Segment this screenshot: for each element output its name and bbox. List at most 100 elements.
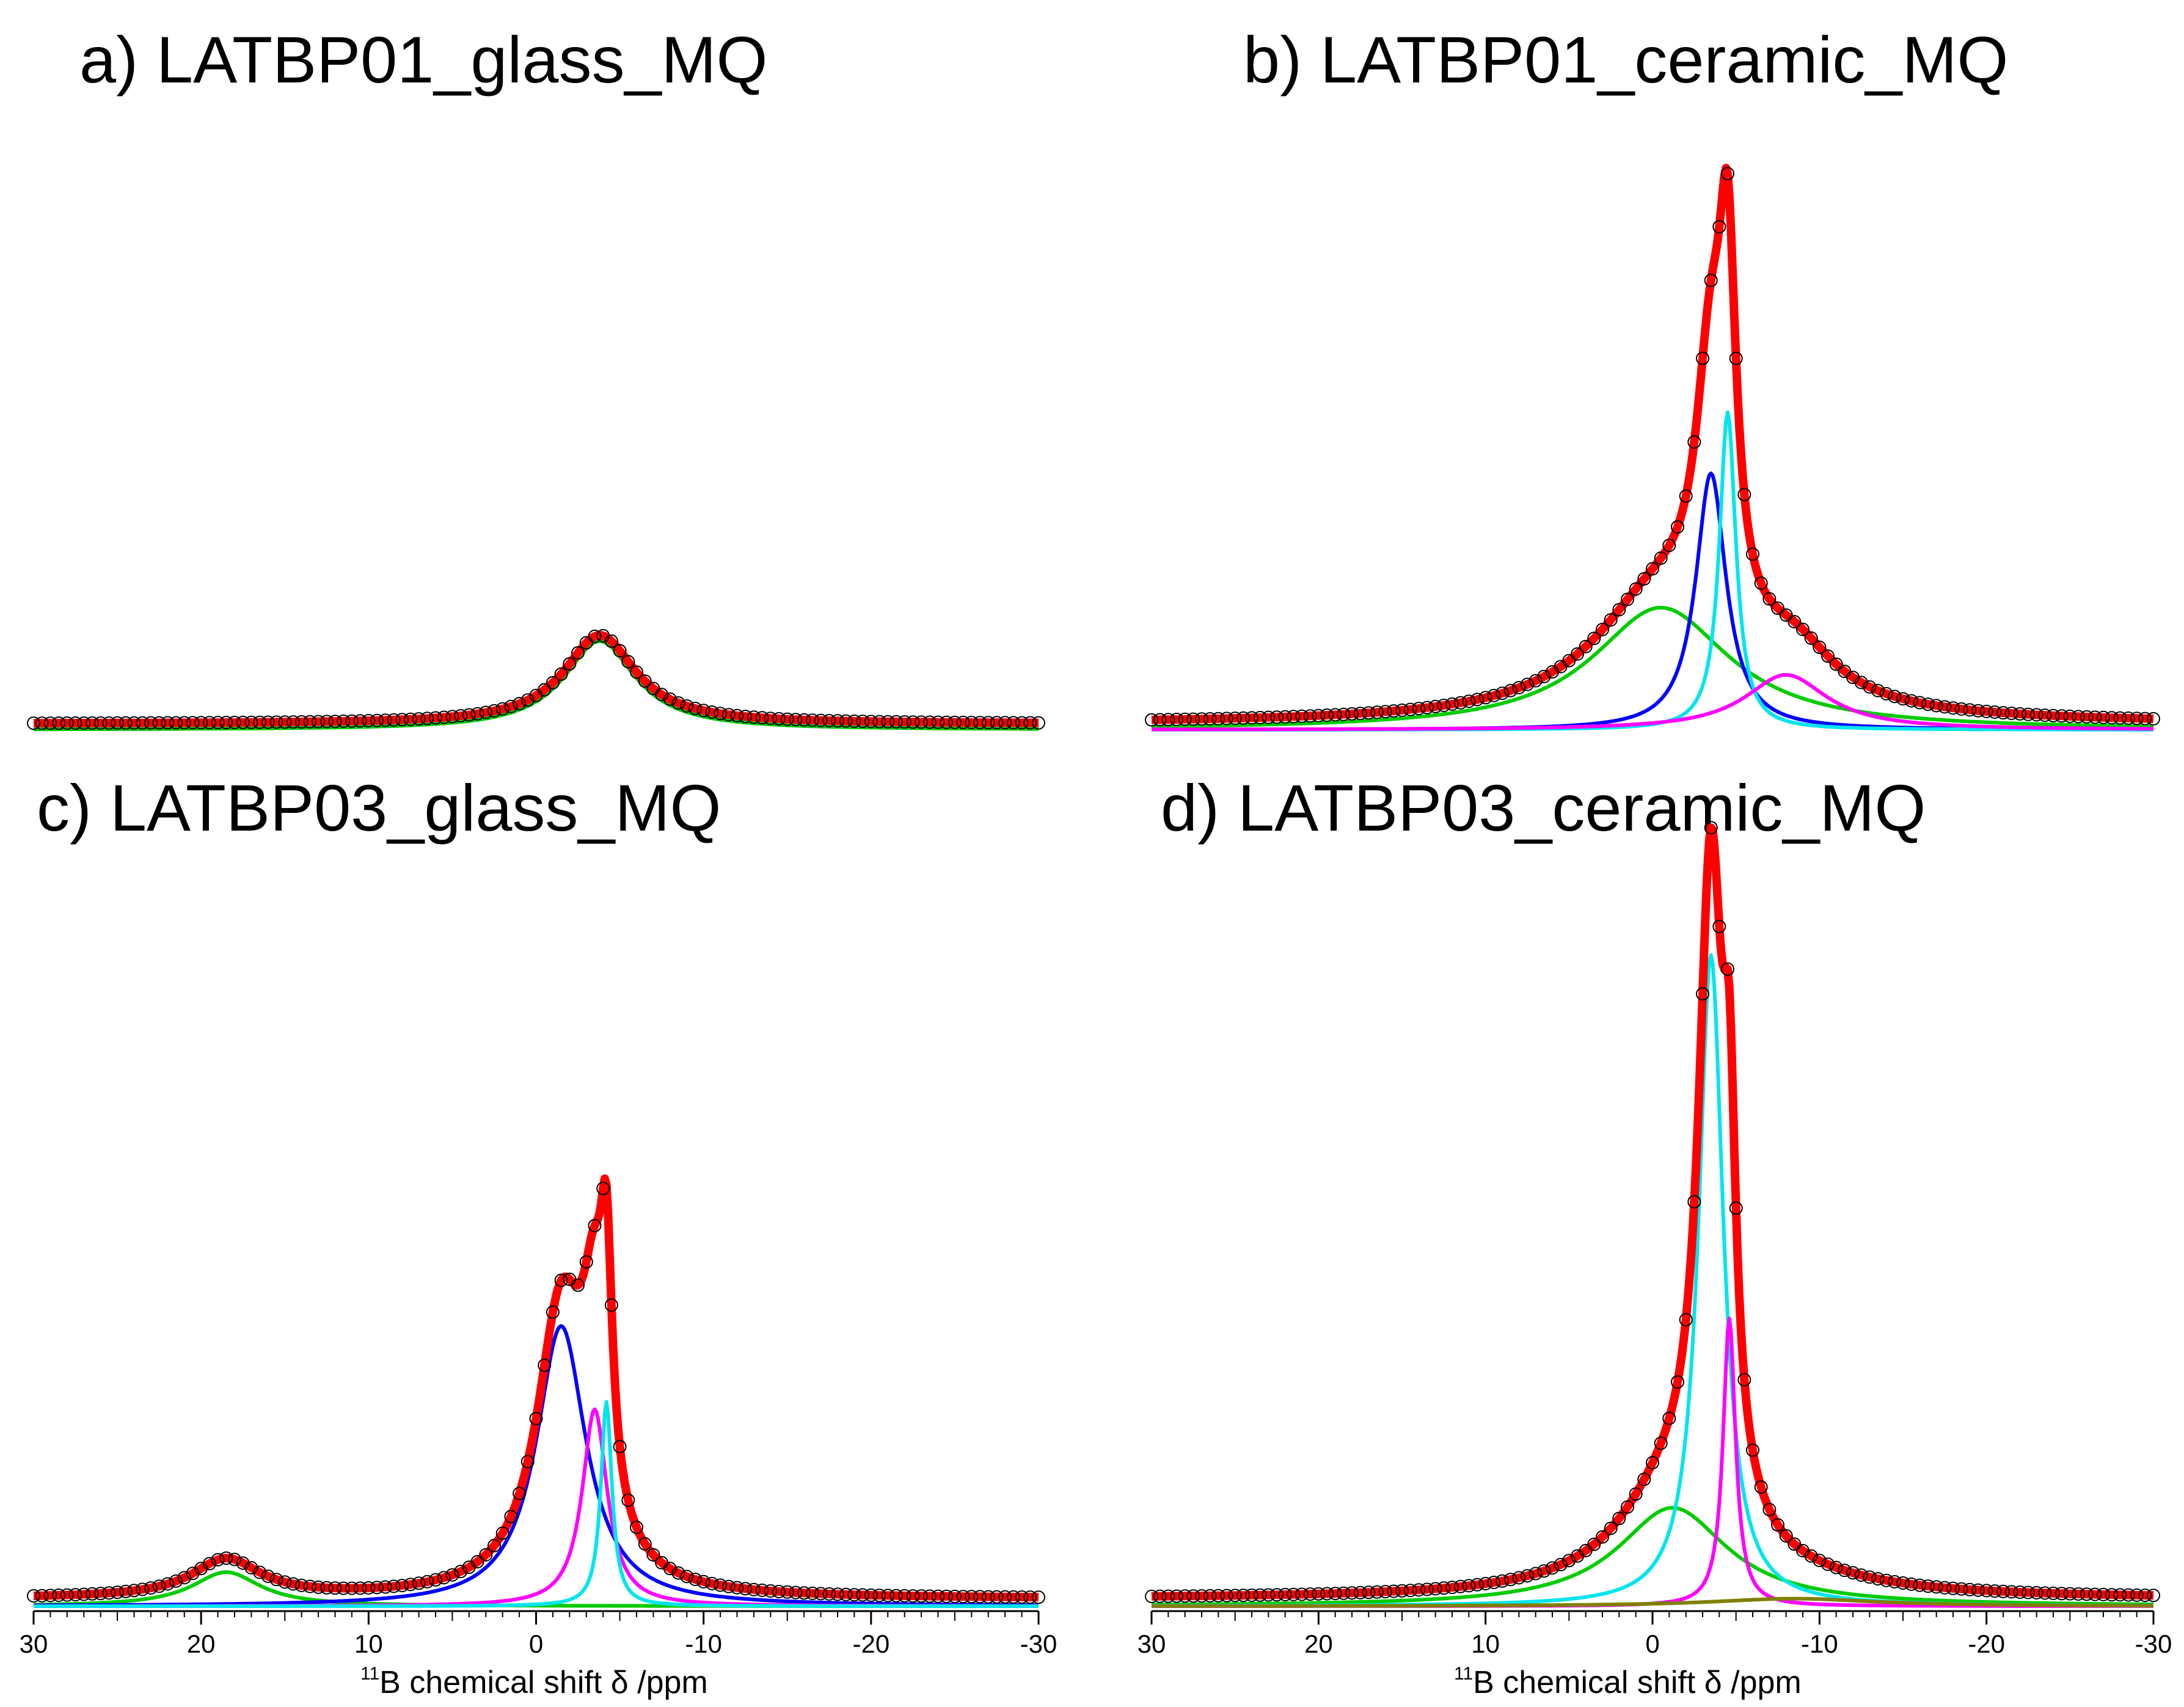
experimental-point [479,1548,493,1562]
experimental-point [872,715,886,729]
experimental-point [1161,1589,1175,1603]
experimental-point [202,1557,216,1571]
panel-a: a) LATBP01_glass_MQ [27,23,1045,732]
experimental-point [362,714,376,727]
experimental-point [2004,707,2018,720]
experimental-point [362,1581,376,1595]
experimental-point [1996,706,2010,720]
experimental-point [93,716,108,730]
experimental-point [797,713,811,727]
experimental-point [320,1581,334,1595]
experimental-point [387,713,401,727]
experimental-point [1612,603,1626,617]
experimental-point [244,1561,258,1574]
x-tick-label: -30 [2135,1629,2172,1658]
experimental-point [864,1588,878,1602]
experimental-point [312,715,326,729]
experimental-point [2021,707,2035,721]
experimental-point [1295,709,1309,723]
experimental-point [981,716,995,730]
experimental-point [2147,1589,2160,1603]
experimental-point [965,1590,979,1604]
experimental-point [1203,1589,1217,1603]
experimental-point [1178,1589,1192,1603]
experimental-point [906,715,920,729]
experimental-point [1662,1411,1676,1425]
experimental-point [1746,547,1759,561]
panel-d-title: d) LATBP03_ceramic_MQ [1161,771,1926,845]
experimental-point [1687,1195,1701,1209]
experimental-point [571,646,585,660]
experimental-point [1888,690,1902,704]
x-tick-label: 0 [529,1629,543,1658]
experimental-point [931,1589,945,1603]
experimental-point [1395,703,1409,717]
experimental-point [990,716,1004,730]
experimental-point [1528,1567,1543,1581]
experimental-point [2130,712,2144,726]
experimental-point [1470,1578,1484,1592]
x-tick-label: 30 [20,1629,48,1658]
experimental-point [571,1278,585,1292]
experimental-point [546,675,560,690]
experimental-point [479,705,493,719]
experimental-point [504,1510,518,1524]
experimental-point [1320,708,1334,722]
experimental-point [68,716,82,730]
experimental-point [127,1584,141,1598]
experimental-point [1220,1589,1233,1603]
experimental-point [1153,1589,1167,1603]
experimental-point [1687,435,1701,449]
experimental-point [1554,1557,1568,1571]
experimental-point [194,1562,208,1576]
experimental-point [671,1566,685,1580]
experimental-point [705,1576,719,1590]
experimental-point [805,1586,819,1600]
experimental-point [856,715,870,729]
experimental-point [772,712,786,726]
panel-c-experimental-points [27,1182,1045,1604]
experimental-point [370,713,384,727]
experimental-point [1762,592,1777,606]
experimental-point [194,716,208,730]
experimental-point [102,716,116,730]
experimental-point [1195,712,1208,726]
experimental-point [1521,677,1534,691]
experimental-point [1503,683,1517,697]
experimental-point [1621,1500,1634,1514]
panel-b-series-component-magenta [1151,673,2154,732]
panel-a-experimental-points [27,628,1045,730]
experimental-point [161,1577,175,1591]
experimental-point [1729,351,1743,365]
experimental-point [1161,713,1175,727]
experimental-point [236,1556,250,1570]
experimental-point [488,704,501,718]
experimental-point [1779,1529,1793,1543]
experimental-point [337,1581,351,1595]
experimental-point [856,1588,870,1602]
experimental-point [1838,1563,1852,1578]
x-tick-label: -10 [685,1629,722,1658]
experimental-point [847,1588,861,1602]
experimental-point [1445,697,1459,711]
experimental-point [755,1583,769,1597]
experimental-point [1629,582,1643,596]
x-tick-label: 10 [1471,1629,1500,1658]
experimental-point [370,1581,384,1595]
experimental-point [1186,712,1200,726]
experimental-point [705,705,719,719]
experimental-point [663,692,677,706]
experimental-point [2147,712,2160,726]
experimental-point [1312,1587,1326,1601]
experimental-point [2113,711,2127,725]
experimental-point [328,715,342,729]
experimental-point [2130,1588,2144,1602]
experimental-point [1353,1585,1367,1600]
experimental-point [638,674,652,688]
experimental-point [2054,709,2069,723]
experimental-point [1462,1579,1476,1593]
experimental-point [998,716,1012,730]
experimental-point [1804,1549,1818,1563]
experimental-point [1178,712,1192,726]
experimental-point [161,716,175,730]
